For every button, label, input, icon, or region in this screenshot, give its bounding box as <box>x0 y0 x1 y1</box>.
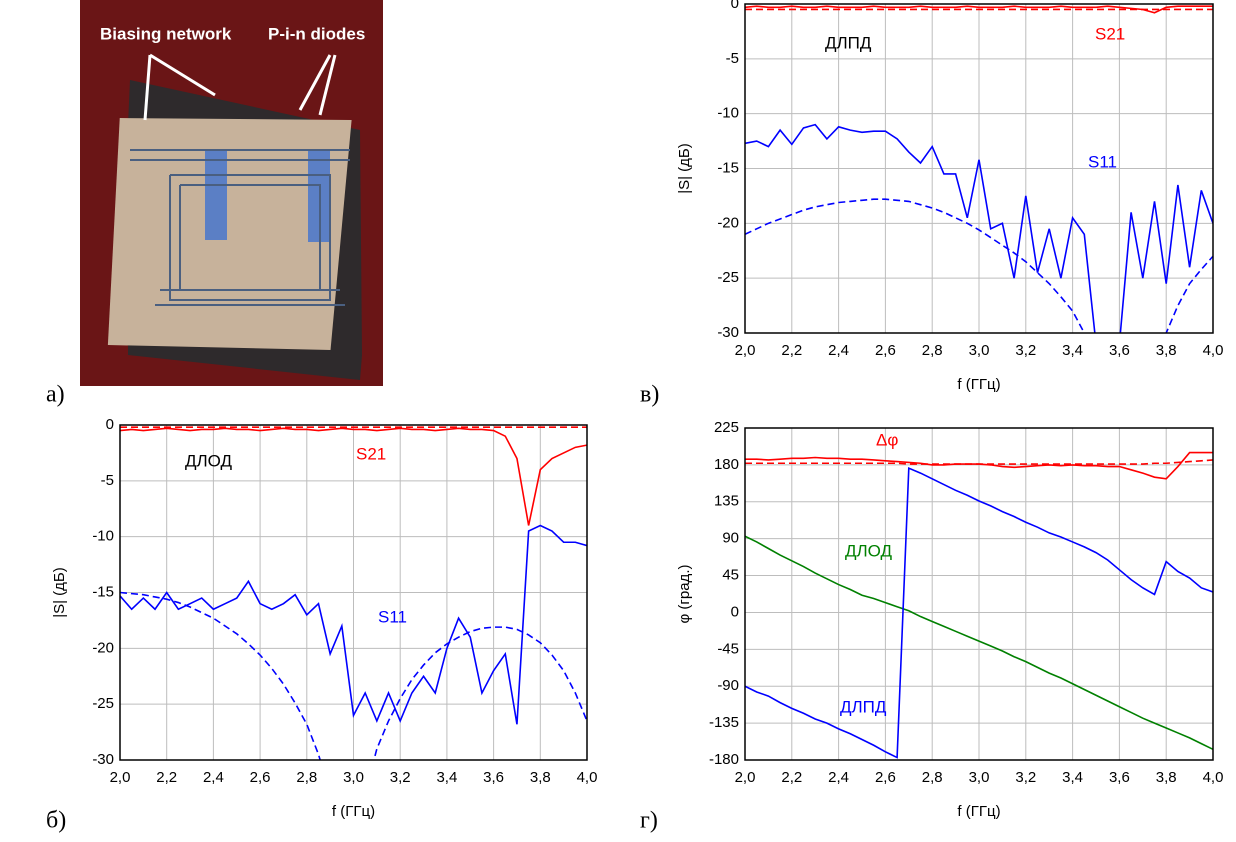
y-tick-label: -45 <box>717 640 739 657</box>
y-axis-label: |S| (дБ) <box>676 143 693 194</box>
x-tick-label: 2,4 <box>828 342 849 359</box>
x-tick-label: 3,4 <box>1062 342 1083 359</box>
photo: Biasing network P-i-n diodes а) <box>46 0 383 408</box>
y-tick-label: -25 <box>717 269 739 286</box>
annotation: S21 <box>356 444 386 463</box>
plot-lines <box>745 5 1213 333</box>
y-tick-label: -20 <box>92 639 114 656</box>
x-tick-label: 2,4 <box>828 769 849 786</box>
x-tick-label: 3,6 <box>1109 342 1130 359</box>
x-axis-label: f (ГГц) <box>957 376 1000 393</box>
x-tick-label: 2,6 <box>250 769 271 786</box>
y-tick-label: -25 <box>92 695 114 712</box>
panel-label: а) <box>46 382 65 408</box>
x-tick-label: 3,2 <box>1015 342 1036 359</box>
x-axis-label: f (ГГц) <box>332 803 375 820</box>
x-tick-label: 4,0 <box>1203 342 1224 359</box>
x-tick-label: 2,0 <box>110 769 131 786</box>
annotation: ДЛОД <box>185 451 233 470</box>
annotation: ДЛПД <box>825 33 872 52</box>
x-tick-label: 2,2 <box>156 769 177 786</box>
y-tick-label: -5 <box>101 472 114 489</box>
x-tick-label: 3,2 <box>390 769 411 786</box>
y-tick-label: 90 <box>722 530 739 547</box>
series-line <box>745 466 1213 759</box>
series-line <box>120 524 587 725</box>
x-tick-label: 3,4 <box>1062 769 1083 786</box>
panel-label: г) <box>640 808 658 834</box>
y-tick-label: -10 <box>717 105 739 122</box>
x-tick-label: 2,8 <box>296 769 317 786</box>
y-tick-label: -5 <box>726 50 739 67</box>
panel-label: б) <box>46 808 66 834</box>
plot-lines <box>120 426 587 760</box>
x-tick-label: 3,0 <box>969 769 990 786</box>
annotation: ДЛПД <box>840 697 887 716</box>
y-tick-label: -180 <box>709 751 739 768</box>
y-tick-label: -135 <box>709 714 739 731</box>
y-tick-label: 0 <box>106 416 114 433</box>
series-line <box>120 427 587 526</box>
x-tick-label: 2,0 <box>735 769 756 786</box>
photo-lines <box>130 149 350 306</box>
x-tick-label: 2,6 <box>875 769 896 786</box>
series-line <box>120 591 587 760</box>
x-tick-label: 3,6 <box>483 769 504 786</box>
x-axis-label: f (ГГц) <box>957 803 1000 820</box>
x-tick-label: 3,4 <box>436 769 457 786</box>
y-tick-label: -30 <box>92 751 114 768</box>
x-tick-label: 3,0 <box>969 342 990 359</box>
x-tick-label: 3,2 <box>1015 769 1036 786</box>
panel-label: в) <box>640 382 659 408</box>
y-tick-label: 0 <box>731 603 739 620</box>
x-tick-label: 2,8 <box>922 342 943 359</box>
y-tick-label: 180 <box>714 456 739 473</box>
annotation: Δφ <box>876 430 898 449</box>
plot-frame <box>744 427 1214 761</box>
x-tick-label: 2,8 <box>922 769 943 786</box>
y-tick-label: 135 <box>714 493 739 510</box>
y-tick-label: -10 <box>92 528 114 545</box>
annotation: S11 <box>1088 152 1117 171</box>
annotation: ДЛОД <box>845 541 893 560</box>
y-axis-label: φ (град.) <box>676 565 693 624</box>
y-tick-label: -15 <box>717 159 739 176</box>
x-tick-label: 2,2 <box>781 342 802 359</box>
x-tick-label: 2,0 <box>735 342 756 359</box>
y-tick-label: -15 <box>92 583 114 600</box>
x-tick-label: 3,8 <box>1156 342 1177 359</box>
y-axis-label: |S| (дБ) <box>51 567 68 618</box>
x-tick-label: 3,8 <box>530 769 551 786</box>
x-tick-label: 2,2 <box>781 769 802 786</box>
x-tick-label: 2,6 <box>875 342 896 359</box>
y-tick-label: 225 <box>714 419 739 436</box>
y-tick-label: -20 <box>717 214 739 231</box>
plot-frame <box>744 3 1214 334</box>
y-tick-label: -90 <box>717 677 739 694</box>
series-line <box>745 459 1213 465</box>
series-line <box>745 198 1213 333</box>
photo-label: Biasing network <box>100 24 232 43</box>
y-tick-label: -30 <box>717 324 739 341</box>
y-tick-label: 45 <box>722 567 739 584</box>
x-tick-label: 2,4 <box>203 769 224 786</box>
x-tick-label: 3,0 <box>343 769 364 786</box>
photo-strip <box>205 150 227 240</box>
photo-label: P-i-n diodes <box>268 24 365 43</box>
photo-arrows <box>143 53 337 121</box>
x-tick-label: 4,0 <box>1203 769 1224 786</box>
x-tick-label: 3,6 <box>1109 769 1130 786</box>
y-tick-label: 0 <box>731 0 739 12</box>
series-line <box>745 535 1213 751</box>
x-tick-label: 3,8 <box>1156 769 1177 786</box>
series-line <box>745 123 1213 333</box>
x-tick-label: 4,0 <box>577 769 598 786</box>
annotation: S21 <box>1095 24 1125 43</box>
plot-frame <box>119 424 588 761</box>
plot-lines <box>745 451 1213 759</box>
annotation: S11 <box>378 607 407 626</box>
